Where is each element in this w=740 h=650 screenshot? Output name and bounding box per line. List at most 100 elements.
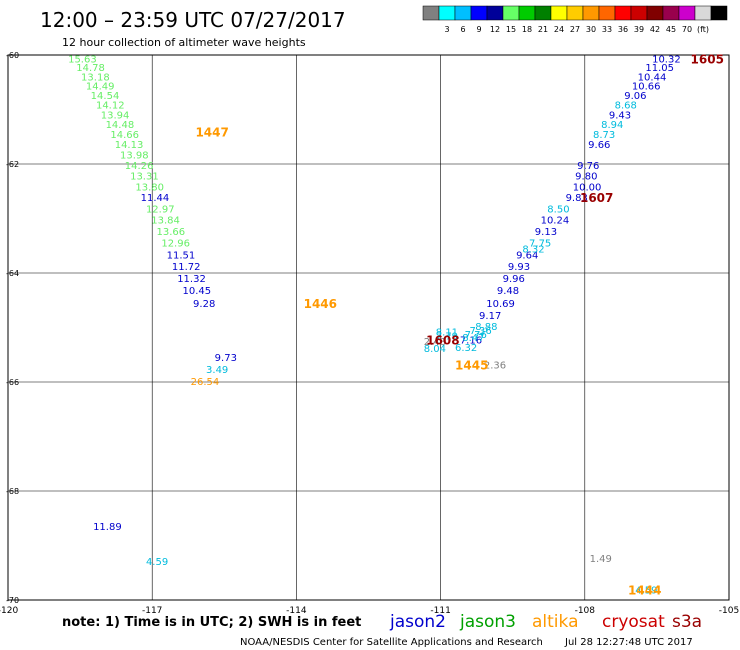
wave-height-value: 10.69	[486, 299, 515, 310]
wave-height-value: 14.26	[125, 161, 154, 172]
wave-height-value: 11.44	[141, 193, 170, 204]
wave-height-value: 9.66	[588, 140, 610, 151]
colorbar-swatch	[518, 5, 536, 21]
grid	[8, 55, 729, 600]
wave-height-value: 9.96	[503, 274, 525, 285]
chart-subtitle: 12 hour collection of altimeter wave hei…	[62, 36, 306, 49]
wave-height-value: 10.32	[652, 54, 681, 65]
wave-height-value: 12.97	[146, 205, 175, 216]
data-points: 15.6314.7813.1814.4914.5414.1213.9414.48…	[68, 54, 681, 596]
colorbar-swatch	[470, 5, 488, 21]
wave-height-value: 11.32	[177, 274, 206, 285]
wave-height-value: 2.36	[484, 361, 506, 372]
colorbar-label: 27	[570, 25, 580, 34]
colorbar-swatch	[598, 5, 616, 21]
colorbar-swatch	[694, 5, 712, 21]
pass-time-label: 1447	[195, 125, 228, 139]
wave-height-value: 8.50	[547, 205, 569, 216]
colorbar-label: (ft)	[697, 25, 709, 34]
wave-height-value: 13.94	[101, 110, 130, 121]
wave-height-value: 4.59	[635, 586, 657, 597]
wave-height-value: 3.49	[206, 365, 228, 376]
wave-height-value: 13.84	[151, 216, 180, 227]
wave-height-value: 7.16	[460, 335, 482, 346]
footer-note: note: 1) Time is in UTC; 2) SWH is in fe…	[62, 615, 361, 630]
x-tick-label: -105	[719, 606, 739, 616]
x-tick-label: -108	[575, 606, 596, 616]
colorbar-swatch	[630, 5, 648, 21]
wave-height-value: 11.72	[172, 262, 201, 273]
colorbar-label: 70	[682, 25, 692, 34]
wave-height-value: 4.59	[146, 557, 168, 568]
colorbar-label: 36	[618, 25, 628, 34]
colorbar-label: 45	[666, 25, 676, 34]
x-tick-label: -120	[0, 606, 18, 616]
pass-time-label: 1444	[628, 584, 661, 598]
wave-height-value: 26.54	[191, 377, 220, 388]
colorbar-swatch	[662, 5, 680, 21]
wave-height-value: 6.32	[455, 343, 477, 354]
wave-height-value: 9.43	[609, 110, 631, 121]
wave-height-value: 7.75	[529, 238, 551, 249]
wave-height-value: 9.48	[497, 286, 519, 297]
colorbar-label: 12	[490, 25, 500, 34]
colorbar-swatch	[710, 5, 728, 21]
wave-height-value: 10.24	[541, 216, 570, 227]
wave-height-value: 9.93	[508, 262, 530, 273]
wave-height-value: 8.04	[424, 344, 446, 355]
colorbar-swatch	[502, 5, 520, 21]
time-labels: 1447 1446 1445 1444 1605 1607 1608	[195, 52, 723, 597]
wave-height-value: 14.54	[91, 91, 120, 102]
colorbar-swatch	[582, 5, 600, 21]
colorbar-label: 24	[554, 25, 564, 34]
y-tick-label: -68	[6, 487, 19, 496]
colorbar-label: 30	[586, 25, 596, 34]
colorbar-label: 15	[506, 25, 516, 34]
wave-height-value: 9.28	[193, 299, 215, 310]
wave-height-value: 13.31	[130, 171, 159, 182]
color-legend: 3 6 9 12 15 18 21 24 27 30 33 36 39 42 45 70 (ft)	[422, 5, 728, 34]
y-tick-label: -64	[6, 269, 19, 278]
pass-time-label: 1446	[304, 297, 337, 311]
colorbar-swatch	[422, 5, 440, 21]
wave-height-value: 8.47	[462, 333, 484, 344]
colorbar-label: 21	[538, 25, 548, 34]
satellite-legend-jason3: jason3	[459, 612, 516, 632]
y-tick-label: -62	[6, 160, 19, 169]
colorbar-label: 3	[444, 25, 449, 34]
wave-height-value: 14.78	[76, 63, 105, 74]
y-tick-label: -70	[6, 596, 19, 605]
y-axis-ticks: -60 -62 -64 -66 -68 -70	[6, 51, 19, 605]
wave-height-value: 10.66	[632, 82, 661, 93]
wave-height-value: 12.96	[161, 238, 190, 249]
y-tick-label: -60	[6, 51, 19, 60]
colorbar-swatch	[614, 5, 632, 21]
satellite-legend-s3a: s3a	[672, 612, 702, 632]
wave-height-value: 9.13	[535, 227, 557, 238]
timestamp: Jul 28 12:27:48 UTC 2017	[564, 637, 693, 648]
wave-height-value: 11.51	[167, 250, 196, 261]
colorbar-label: 9	[476, 25, 481, 34]
colorbar-swatch	[534, 5, 552, 21]
satellite-legend-altika: altika	[532, 612, 579, 632]
wave-height-value: 14.49	[86, 82, 115, 93]
wave-height-value: 14.48	[106, 120, 135, 131]
wave-height-value: 1.49	[590, 554, 612, 565]
credit-line: NOAA/NESDIS Center for Satellite Applica…	[240, 637, 543, 648]
colorbar-swatch	[678, 5, 696, 21]
wave-height-value: 14.12	[96, 101, 125, 112]
wave-height-value: 10.00	[573, 182, 602, 193]
wave-height-value: 14.13	[115, 140, 144, 151]
wave-height-value: 8.94	[601, 120, 623, 131]
chart-title: 12:00 – 23:59 UTC 07/27/2017	[40, 8, 346, 32]
colorbar-label: 33	[602, 25, 612, 34]
wave-height-value: 9.83	[566, 193, 588, 204]
wave-height-value: 9.64	[516, 250, 538, 261]
x-tick-label: -114	[286, 606, 307, 616]
wave-height-value: 11.89	[93, 522, 122, 533]
wave-height-value: 7.79	[436, 332, 458, 343]
wave-height-value: 11.05	[645, 63, 674, 74]
wave-height-value: 15.63	[68, 54, 97, 65]
colorbar-swatch	[646, 5, 664, 21]
